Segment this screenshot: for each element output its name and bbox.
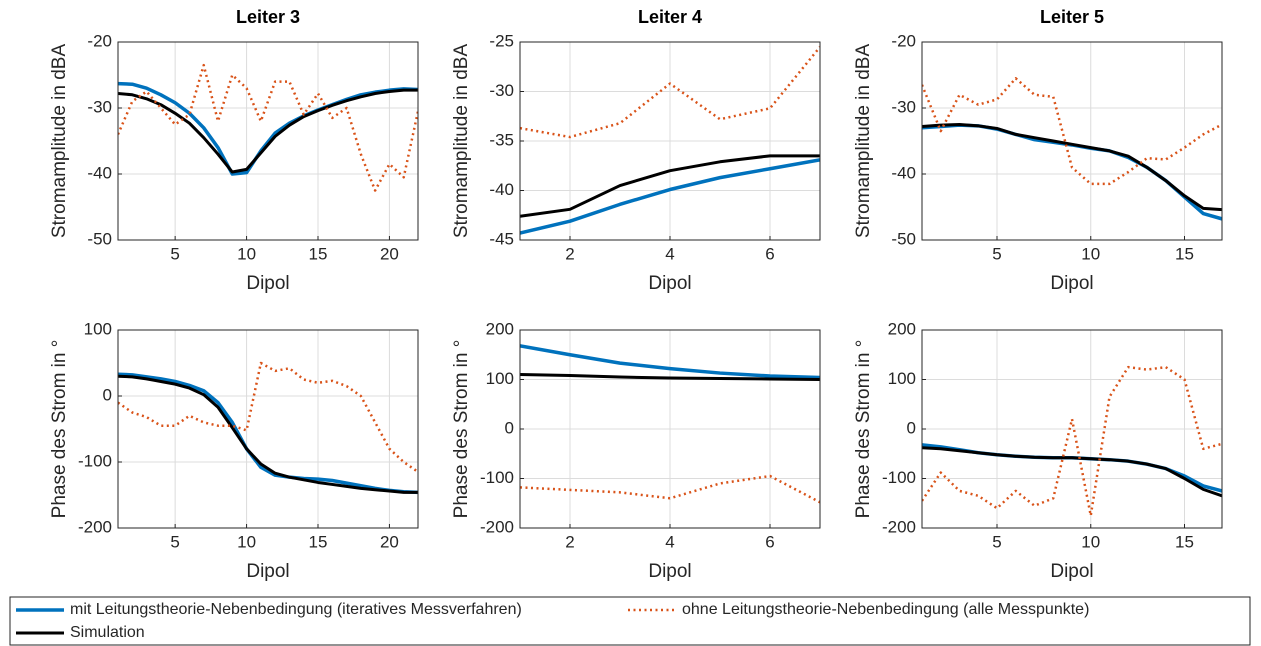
y-tick-label: -40: [489, 180, 514, 199]
y-tick-label: -50: [891, 229, 916, 248]
y-axis-label: Stromamplitude in dBA: [853, 44, 874, 239]
y-tick-label: -30: [891, 97, 916, 116]
x-tick-label: 15: [1175, 532, 1194, 551]
y-tick-label: -100: [78, 451, 112, 470]
y-tick-label: -20: [891, 31, 916, 50]
x-axis-label: Dipol: [1050, 561, 1093, 582]
x-axis-label: Dipol: [246, 273, 289, 294]
y-tick-label: -200: [480, 517, 514, 536]
chart-title: Leiter 4: [638, 7, 702, 27]
y-tick-label: 100: [84, 319, 112, 338]
x-tick-label: 6: [765, 532, 774, 551]
series-line: [520, 158, 820, 235]
x-axis-label: Dipol: [648, 561, 691, 582]
series-line: [520, 373, 820, 381]
y-tick-label: 100: [486, 369, 514, 388]
x-tick-label: 4: [665, 532, 674, 551]
x-tick-label: 10: [237, 244, 256, 263]
x-tick-label: 2: [565, 532, 574, 551]
y-tick-label: 100: [888, 369, 916, 388]
y-tick-label: 200: [888, 319, 916, 338]
x-tick-label: 4: [665, 244, 674, 263]
series-line: [118, 88, 418, 174]
axes-frame: [117, 41, 419, 241]
series-line: [520, 154, 820, 218]
y-tick-label: 200: [486, 319, 514, 338]
y-tick-label: -100: [882, 468, 916, 487]
series-line: [922, 77, 1222, 186]
y-tick-label: -25: [489, 31, 514, 50]
x-tick-label: 10: [1081, 532, 1100, 551]
x-axis-label: Dipol: [1050, 273, 1093, 294]
y-tick-label: -20: [87, 31, 112, 50]
y-tick-label: -200: [882, 517, 916, 536]
y-axis-label: Phase des Strom in °: [451, 340, 472, 519]
series-line: [922, 123, 1222, 212]
x-tick-label: 20: [380, 532, 399, 551]
series-line: [118, 81, 418, 176]
series-line: [118, 374, 418, 494]
chart-title: Leiter 5: [1040, 7, 1104, 27]
y-axis-label: Stromamplitude in dBA: [49, 44, 70, 239]
y-tick-label: -40: [87, 163, 112, 182]
x-tick-label: 15: [309, 532, 328, 551]
plot-area: [118, 330, 418, 528]
chart-title: Leiter 3: [236, 7, 300, 27]
x-tick-label: 6: [765, 244, 774, 263]
y-tick-label: 0: [103, 385, 112, 404]
legend-label: mit Leitungstheorie-Nebenbedingung (iter…: [70, 601, 522, 618]
series-line: [520, 344, 820, 380]
x-axis-label: Dipol: [648, 273, 691, 294]
y-tick-label: 0: [907, 418, 916, 437]
y-axis-label: Phase des Strom in °: [853, 340, 874, 519]
x-tick-label: 15: [309, 244, 328, 263]
x-axis-label: Dipol: [246, 561, 289, 582]
x-tick-label: 5: [992, 532, 1001, 551]
x-tick-label: 2: [565, 244, 574, 263]
y-tick-label: -45: [489, 229, 514, 248]
plot-area: [922, 42, 1222, 240]
series-line: [520, 46, 820, 139]
series-line: [922, 365, 1222, 517]
series-line: [922, 446, 1222, 498]
y-tick-label: -40: [891, 163, 916, 182]
y-tick-label: -30: [87, 97, 112, 116]
legend-label: ohne Leitungstheorie-Nebenbedingung (all…: [682, 601, 1089, 618]
axes-frame: [519, 41, 821, 241]
y-tick-label: -50: [87, 229, 112, 248]
x-tick-label: 5: [170, 532, 179, 551]
x-tick-label: 15: [1175, 244, 1194, 263]
axes-frame: [117, 329, 419, 529]
x-tick-label: 10: [1081, 244, 1100, 263]
x-tick-label: 10: [237, 532, 256, 551]
series-line: [118, 361, 418, 473]
x-tick-label: 20: [380, 244, 399, 263]
x-tick-label: 5: [170, 244, 179, 263]
y-tick-label: -35: [489, 130, 514, 149]
y-axis-label: Stromamplitude in dBA: [451, 44, 472, 239]
y-tick-label: -200: [78, 517, 112, 536]
axes-frame: [921, 329, 1223, 529]
x-tick-label: 5: [992, 244, 1001, 263]
legend-box: [9, 596, 1251, 646]
axes-frame: [519, 329, 821, 529]
y-axis-label: Phase des Strom in °: [49, 340, 70, 519]
legend-label: Simulation: [70, 624, 145, 641]
y-tick-label: -100: [480, 468, 514, 487]
y-tick-label: 0: [505, 418, 514, 437]
axes-frame: [921, 41, 1223, 241]
y-tick-label: -30: [489, 81, 514, 100]
series-line: [118, 372, 418, 495]
series-line: [520, 474, 820, 504]
